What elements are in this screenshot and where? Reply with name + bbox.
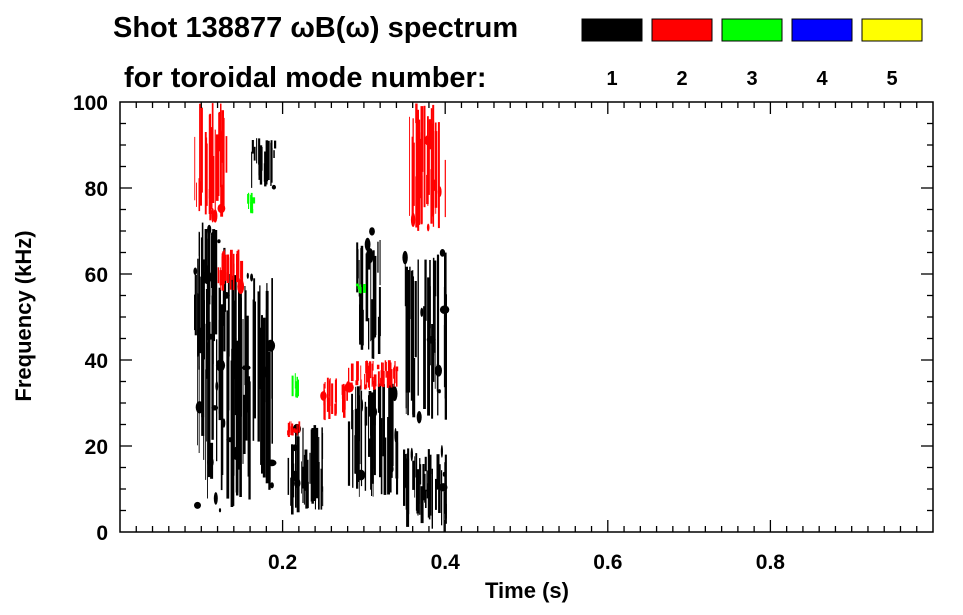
spectrum-region-mode-2-9 [217,249,245,295]
y-tick-label: 0 [96,522,108,545]
spectrum-data [193,103,450,532]
y-tick-label: 80 [85,178,108,201]
legend-swatch-mode-2 [651,18,713,42]
y-axis-label: Frequency (kHz) [11,230,36,401]
y-tick-label: 60 [85,264,108,287]
spectrum-region-mode-1-1 [194,269,277,513]
y-tick-label: 100 [73,92,108,115]
x-tick-label: 0.4 [431,551,461,574]
plot-frame [119,101,934,533]
spectrum-region-mode-1-5 [356,227,381,359]
spectrum-region-mode-2-13 [409,103,446,232]
spectrum-region-mode-1-3 [287,423,324,515]
y-tick-label: 20 [85,436,108,459]
legend-label-mode-4: 4 [816,68,828,90]
axis-ticks [120,102,933,532]
legend-label-mode-2: 2 [676,68,687,90]
spectrum-region-mode-2-12 [344,360,399,393]
spectrum-region-mode-1-6 [402,249,450,424]
spectrum-region-mode-1-7 [403,445,448,532]
chart-title-line2: for toroidal mode number: [124,62,487,94]
x-tick-label: 0.2 [268,551,297,574]
spectrum-region-mode-2-8 [194,103,228,223]
axis-tick-labels: 0.2 0.4 0.6 0.8 0 20 40 60 80 100 [73,92,785,574]
spectrum-region-mode-3-16 [355,283,366,294]
chart-title-line1: Shot 138877 ωB(ω) spectrum [113,12,518,44]
x-tick-label: 0.6 [593,551,622,574]
legend-label-mode-3: 3 [746,68,757,90]
spectrum-region-mode-2-10 [287,421,301,437]
legend-label-mode-1: 1 [606,68,617,90]
spectrum-region-mode-2-11 [320,377,348,421]
y-tick-label: 40 [85,350,108,373]
spectrum-region-mode-1-2 [251,138,277,190]
legend-label-mode-5: 5 [886,68,897,90]
spectrum-region-mode-3-14 [247,192,256,214]
spectrum-region-mode-3-15 [291,373,299,398]
mode-legend: 1 2 3 4 5 [581,18,923,90]
legend-swatch-mode-3 [721,18,783,42]
legend-swatch-mode-1 [581,18,643,42]
x-tick-label: 0.8 [756,551,786,574]
legend-swatch-mode-4 [791,18,853,42]
legend-swatch-mode-5 [861,18,923,42]
spectrum-region-mode-1-4 [347,382,399,497]
x-axis-label: Time (s) [485,578,569,603]
